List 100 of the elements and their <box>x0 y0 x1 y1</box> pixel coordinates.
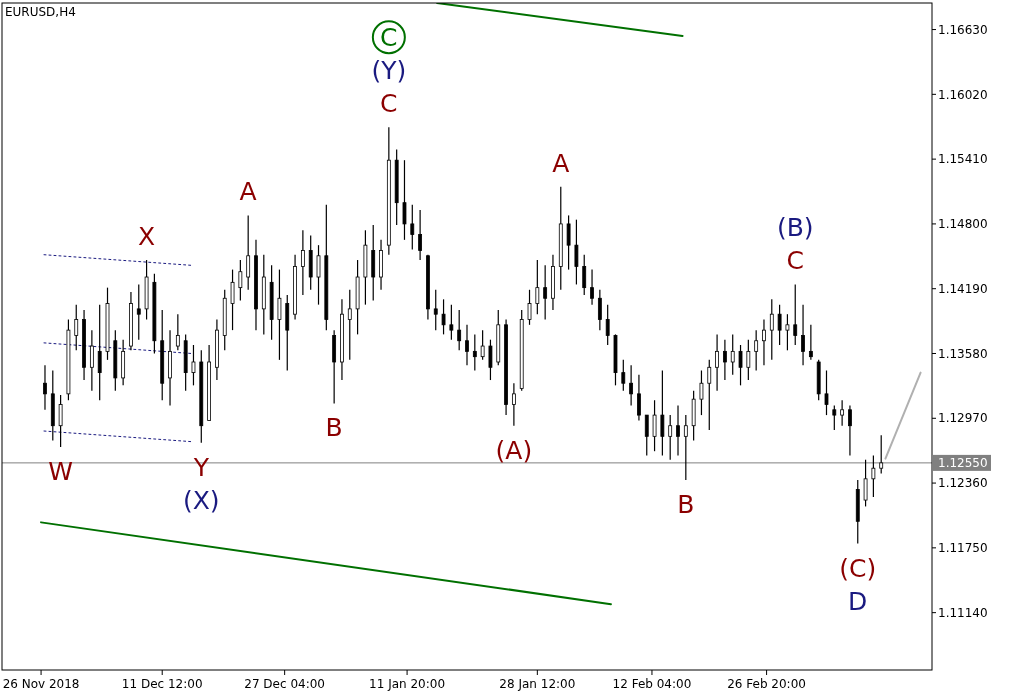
candlestick <box>457 309 462 351</box>
candlestick <box>238 259 243 301</box>
candlestick <box>629 364 634 407</box>
candlestick <box>824 369 829 416</box>
candlestick <box>480 329 485 361</box>
candlestick <box>738 344 743 386</box>
candlestick <box>754 329 759 372</box>
candlestick <box>441 298 446 335</box>
candlestick <box>418 209 423 261</box>
candlestick <box>785 313 790 351</box>
x-tick-label: 12 Feb 04:00 <box>612 677 692 691</box>
candlestick <box>683 414 688 481</box>
candlestick <box>566 214 571 271</box>
ref-line-label: 1.12550 <box>938 456 988 471</box>
candlestick <box>402 159 407 241</box>
annotation: X <box>138 222 156 252</box>
chart-title: EURUSD,H4 <box>5 5 76 19</box>
candlestick <box>808 324 813 361</box>
annotation: Y <box>192 452 210 482</box>
candlestick <box>316 244 321 306</box>
candlestick <box>246 214 251 291</box>
annotation: (X) <box>182 485 220 515</box>
y-tick-label: 1.16630 <box>938 22 988 37</box>
candlestick <box>527 289 532 326</box>
y-tick-label: 1.11140 <box>938 605 988 620</box>
candlestick <box>43 364 47 411</box>
candlestick <box>433 289 438 331</box>
y-tick-label: 1.14190 <box>938 281 988 296</box>
candlestick <box>597 289 602 331</box>
annotation: B <box>677 489 695 519</box>
candlestick <box>871 454 876 498</box>
candlestick <box>535 259 540 315</box>
candlestick <box>74 304 79 351</box>
candlestick <box>863 459 868 508</box>
y-tick-label: 1.15410 <box>938 152 988 167</box>
candlestick <box>511 382 516 427</box>
y-tick-label: 1.16020 <box>938 87 988 102</box>
candlestick <box>300 229 305 296</box>
candlestick <box>410 204 415 251</box>
annotation: W <box>48 456 73 486</box>
candlestick <box>699 369 704 416</box>
y-tick-label: 1.14800 <box>938 217 988 232</box>
annotation: B <box>325 413 343 443</box>
candlestick <box>175 313 180 351</box>
candlestick <box>574 219 579 286</box>
annotation: (Y) <box>371 56 407 86</box>
candlestick <box>488 339 493 381</box>
annotation: A <box>552 148 570 178</box>
candlestick <box>793 283 798 346</box>
candlestick <box>582 254 587 296</box>
annotation: D <box>848 586 868 616</box>
x-tick-label: 26 Nov 2018 <box>2 677 80 691</box>
y-tick-label: 1.12360 <box>938 476 988 491</box>
candlestick <box>840 399 845 427</box>
candlestick <box>590 268 594 306</box>
annotation: A <box>239 177 257 207</box>
x-tick-label: 28 Jan 12:00 <box>499 677 576 691</box>
candlestick <box>543 264 548 321</box>
candlestick <box>97 304 102 401</box>
candlestick <box>58 394 63 448</box>
x-tick-label: 27 Dec 04:00 <box>244 677 325 691</box>
candlestick <box>472 333 477 372</box>
candlestick <box>660 369 665 457</box>
candlestick <box>746 339 751 381</box>
y-tick-label: 1.12970 <box>938 411 988 426</box>
candlestick <box>707 359 712 431</box>
x-tick-label: 26 Feb 20:00 <box>727 677 806 691</box>
y-tick-label: 1.13580 <box>938 346 988 361</box>
x-tick-label: 11 Jan 20:00 <box>369 677 446 691</box>
candlestick <box>191 344 196 386</box>
candlestick <box>848 404 852 457</box>
annotation: C <box>380 89 398 119</box>
candlestick <box>230 268 235 331</box>
candlestick <box>832 404 837 431</box>
candlestick <box>730 333 735 376</box>
annotation: (C) <box>839 553 877 583</box>
candlestick <box>762 318 766 366</box>
candlestick <box>136 283 141 341</box>
candlestick <box>621 359 626 392</box>
candlestick <box>769 298 774 361</box>
candlestick <box>715 333 719 392</box>
candlestick <box>801 304 805 366</box>
candlestick <box>347 289 352 361</box>
candlestick <box>449 304 454 341</box>
candlestick <box>668 414 673 461</box>
annotation: (B) <box>776 213 814 243</box>
candlestick <box>637 374 641 422</box>
annotation: C <box>786 246 804 276</box>
candlestick <box>277 268 282 361</box>
candlestick <box>89 329 94 392</box>
candlestick <box>777 304 782 346</box>
candlestick <box>644 414 649 457</box>
candlestick <box>879 434 884 475</box>
y-tick-label: 1.11750 <box>938 541 988 556</box>
candlestick <box>605 304 610 346</box>
annotation: (A) <box>495 435 533 465</box>
candlestick <box>465 324 469 366</box>
candlestick <box>723 339 727 381</box>
candlestick <box>652 399 657 452</box>
annotation: C <box>380 23 398 53</box>
